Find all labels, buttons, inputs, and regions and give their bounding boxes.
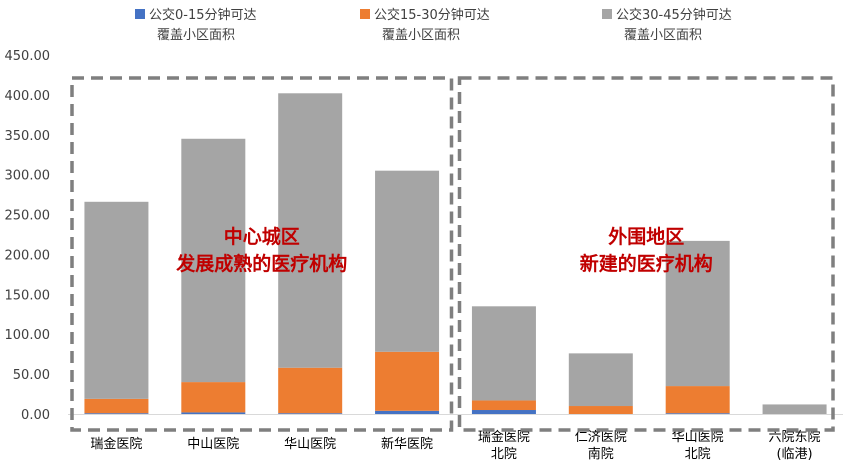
- x-category-label: 华山医院: [284, 437, 336, 452]
- x-category-label: 华山医院: [672, 430, 724, 445]
- bar-segment-2: [278, 367, 343, 414]
- bar-segment-1: [375, 410, 440, 414]
- bar-segment-1: [665, 413, 730, 414]
- legend-label: 公交30-45分钟可达: [616, 7, 732, 23]
- y-tick-label: 100.00: [5, 328, 51, 343]
- bar-segment-3: [278, 93, 343, 368]
- legend-label: 覆盖小区面积: [624, 28, 702, 43]
- x-category-label: 北院: [685, 447, 711, 462]
- bar-segment-1: [84, 413, 149, 414]
- legend-label: 公交0-15分钟可达: [149, 7, 257, 23]
- y-tick-label: 150.00: [5, 288, 51, 303]
- y-tick-label: 0.00: [21, 408, 50, 423]
- x-category-label: 瑞金医院: [478, 429, 530, 445]
- legend-swatch: [135, 9, 145, 19]
- bar-segment-2: [665, 386, 730, 414]
- x-category-label: 中山医院: [187, 437, 239, 452]
- bar-segment-3: [471, 306, 536, 401]
- bar-segment-2: [84, 398, 149, 414]
- bar-segment-3: [84, 201, 149, 399]
- annotation-label: 发展成熟的医疗机构: [175, 252, 347, 275]
- y-tick-label: 250.00: [5, 209, 51, 224]
- legend-swatch: [602, 9, 612, 19]
- y-tick-label: 300.00: [5, 169, 51, 184]
- y-tick-label: 350.00: [5, 129, 51, 144]
- y-tick-label: 50.00: [13, 368, 50, 383]
- bar-segment-2: [568, 406, 633, 414]
- x-category-label: 南院: [588, 446, 614, 462]
- x-category-label: 新华医院: [381, 436, 433, 452]
- legend-label: 公交15-30分钟可达: [374, 7, 490, 23]
- bar-segment-2: [181, 382, 246, 413]
- y-tick-label: 200.00: [5, 248, 51, 263]
- annotation-label: 中心城区: [224, 225, 300, 248]
- bar-segment-3: [568, 353, 633, 407]
- x-category-label: 六院东院: [769, 430, 821, 445]
- bar-segment-2: [471, 400, 536, 411]
- annotation-label: 外围地区: [608, 225, 684, 248]
- x-category-label: 北院: [491, 447, 517, 462]
- bar-segment-3: [665, 240, 730, 387]
- bar-segment-3: [762, 404, 827, 414]
- y-tick-label: 400.00: [5, 89, 51, 104]
- annotation-label: 新建的医疗机构: [580, 252, 713, 275]
- x-category-label: 仁济医院: [575, 430, 627, 445]
- dashed-group-box: [70, 76, 454, 432]
- bar-segment-2: [375, 351, 440, 411]
- y-tick-label: 450.00: [5, 49, 51, 64]
- dashed-group-box: [457, 76, 835, 432]
- legend-swatch: [360, 9, 370, 19]
- bar-segment-3: [181, 138, 246, 383]
- x-category-label: (临港): [776, 447, 812, 462]
- bar-segment-3: [375, 170, 440, 352]
- bar-segment-1: [181, 412, 246, 414]
- legend-label: 覆盖小区面积: [157, 28, 235, 43]
- x-category-label: 瑞金医院: [90, 436, 142, 452]
- legend-label: 覆盖小区面积: [382, 28, 460, 43]
- bar-segment-1: [278, 413, 343, 414]
- bar-segment-1: [471, 410, 536, 414]
